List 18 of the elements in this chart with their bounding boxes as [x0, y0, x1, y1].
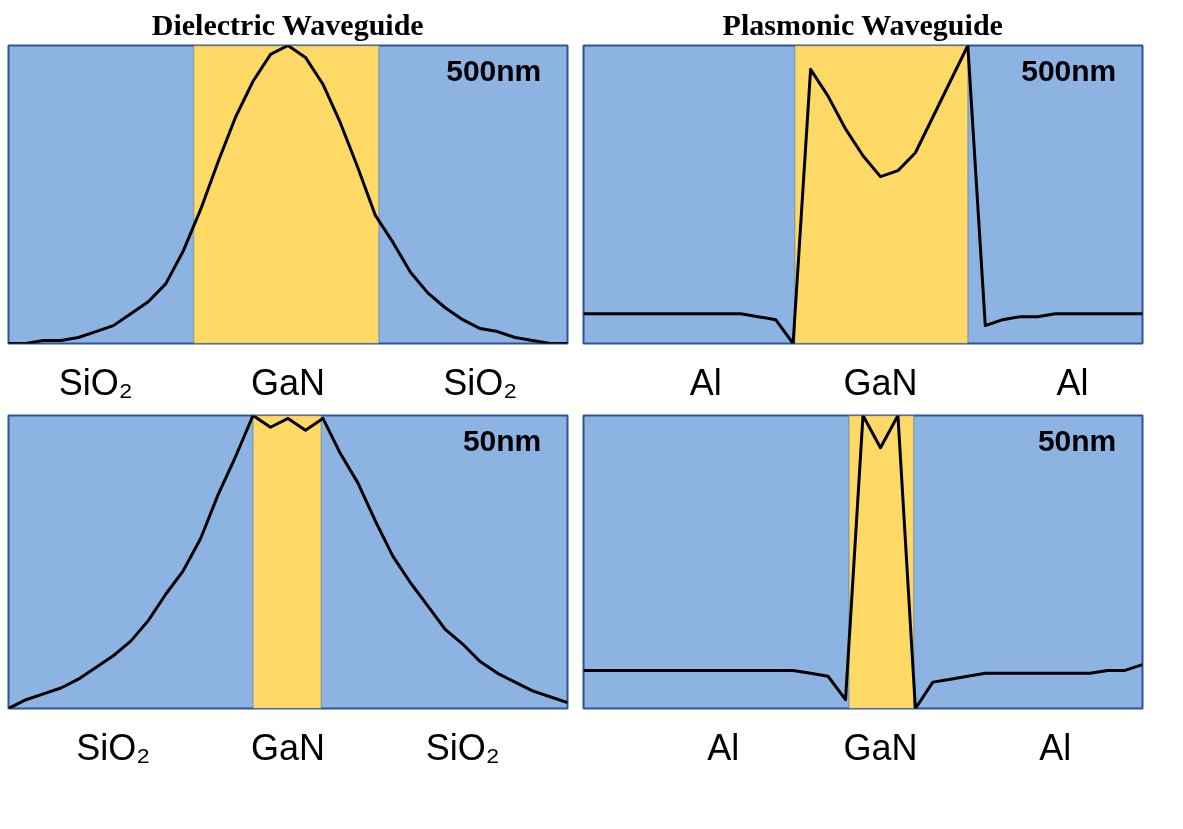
x-tick-label: SiO₂ [58, 361, 133, 403]
x-tick-label: Al [707, 726, 740, 768]
chart-title: Dielectric Waveguide [151, 7, 424, 41]
x-tick-label: GaN [843, 726, 918, 768]
annotation: 500nm [446, 54, 542, 88]
x-tick-label: Al [689, 361, 722, 403]
annotation: 500nm [1021, 54, 1117, 88]
x-tick-label: GaN [250, 361, 326, 403]
chart-title: Plasmonic Waveguide [722, 7, 1003, 41]
x-tick-label: GaN [250, 726, 326, 768]
annotation: 50nm [462, 424, 542, 458]
annotation: 50nm [1037, 424, 1117, 458]
x-tick-label: SiO₂ [76, 726, 151, 768]
x-tick-label: SiO₂ [443, 361, 518, 403]
x-tick-label: SiO₂ [425, 726, 500, 768]
x-tick-label: Al [1039, 726, 1072, 768]
x-tick-label: Al [1056, 361, 1089, 403]
x-tick-label: GaN [843, 361, 918, 403]
